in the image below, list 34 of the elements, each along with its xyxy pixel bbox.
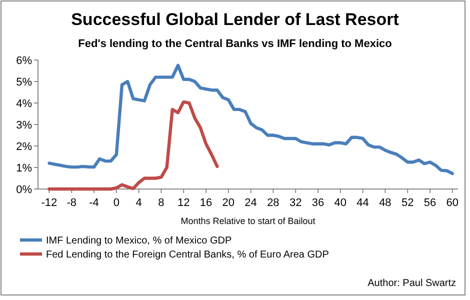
line-series <box>48 100 219 191</box>
chart-subtitle: Fed's lending to the Central Banks vs IMF lending to Mexico <box>78 38 392 50</box>
y-tick-label: 1% <box>16 162 32 174</box>
x-tick-label: 28 <box>267 197 280 209</box>
x-tick-label: 12 <box>177 197 190 209</box>
x-tick-label: 48 <box>379 197 392 209</box>
x-tick-label: 56 <box>424 197 436 209</box>
x-tick-label: 44 <box>356 197 369 209</box>
y-tick-label: 5% <box>16 76 32 88</box>
text: Author: Paul Swartz <box>368 278 456 289</box>
y-tick-label: 0% <box>16 184 32 196</box>
y-tick-label: 2% <box>16 140 32 153</box>
x-tick-label: 24 <box>244 197 257 209</box>
x-tick-label: -4 <box>89 197 99 209</box>
y-tick-label: 3% <box>16 119 32 132</box>
x-tick-label: 36 <box>312 197 324 209</box>
x-tick-label: 52 <box>401 197 414 209</box>
x-tick-label: 60 <box>446 197 459 209</box>
x-tick-label: 0 <box>113 197 120 209</box>
y-tick-label: 4% <box>16 98 32 110</box>
x-tick-label: 32 <box>289 197 302 209</box>
x-tick-label: 8 <box>158 197 164 209</box>
x-tick-label: 20 <box>222 197 235 209</box>
x-axis-title: Months Relative to start of Bailout <box>180 216 316 226</box>
legend-label: Fed Lending to the Foreign Central Banks, % of Euro Area GDP <box>46 250 330 260</box>
legend-label: IMF Lending to Mexico, % of Mexico GDP <box>46 236 232 246</box>
y-tick-label: 6% <box>16 54 32 67</box>
x-tick-label: 40 <box>334 197 347 209</box>
x-tick-label: 4 <box>136 197 142 209</box>
line-series <box>48 64 454 176</box>
x-tick-label: 16 <box>200 197 212 209</box>
x-tick-label: -12 <box>41 197 58 209</box>
x-tick-label: -8 <box>66 197 76 209</box>
chart-title: Successful Global Lender of Last Resort <box>71 10 400 29</box>
